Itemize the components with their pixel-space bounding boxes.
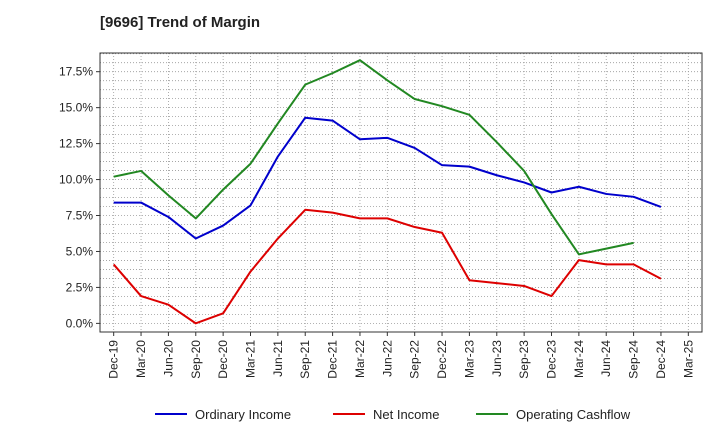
- x-tick-label: Dec-19: [107, 340, 121, 379]
- plot-area-border: [99, 52, 703, 333]
- x-tick-label: Mar-23: [462, 340, 476, 378]
- x-tick-label: Jun-24: [599, 340, 613, 377]
- x-tick-label: Dec-20: [216, 340, 230, 379]
- x-tick-label: Dec-21: [326, 340, 340, 379]
- x-tick-label: Mar-21: [244, 340, 258, 378]
- legend-label: Net Income: [373, 407, 439, 422]
- legend: Ordinary Income Net Income Operating Cashf…: [155, 407, 631, 422]
- series-line-ordinary-income: [113, 116, 662, 240]
- x-tick-label: Jun-20: [161, 340, 175, 377]
- x-tick-label: Mar-25: [681, 340, 695, 378]
- x-tick-label: Mar-20: [134, 340, 148, 378]
- y-tick-label: 2.5%: [66, 280, 94, 294]
- x-tick-label: Jun-22: [380, 340, 394, 377]
- series-line-operating-cashflow: [113, 59, 634, 256]
- y-tick-label: 12.5%: [59, 137, 93, 151]
- x-tick-label: Dec-22: [435, 340, 449, 379]
- series-line-net-income: [112, 208, 662, 325]
- y-tick-label: 17.5%: [59, 65, 93, 79]
- y-tick-label: 5.0%: [66, 244, 94, 258]
- x-tick-label: Sep-21: [298, 340, 312, 379]
- x-tick-label: Dec-23: [545, 340, 559, 379]
- x-tick-label: Jun-21: [271, 340, 285, 377]
- y-tick-label: 0.0%: [66, 316, 94, 330]
- x-tick-label: Mar-24: [572, 340, 586, 378]
- x-tick-label: Sep-20: [189, 340, 203, 379]
- x-tick-label: Dec-24: [654, 340, 668, 379]
- x-tick-label: Sep-24: [627, 340, 641, 379]
- grid-lines: [100, 53, 702, 332]
- legend-label: Operating Cashflow: [516, 407, 631, 422]
- x-tick-label: Jun-23: [490, 340, 504, 377]
- x-tick-label: Sep-22: [408, 340, 422, 379]
- y-tick-label: 15.0%: [59, 101, 93, 115]
- x-axis: Dec-19 Mar-20 Jun-20 Sep-20 Dec-20 Mar-21 Jun-…: [107, 332, 695, 379]
- y-tick-label: 7.5%: [66, 209, 94, 223]
- y-axis: 0.0% 2.5% 5.0% 7.5% 10.0% 12.5% 15.0% 17.5%: [59, 65, 100, 330]
- legend-label: Ordinary Income: [195, 407, 291, 422]
- x-tick-label: Mar-22: [353, 340, 367, 378]
- chart-title: [9696] Trend of Margin: [100, 14, 261, 31]
- series-lines: [112, 59, 662, 325]
- x-tick-label: Sep-23: [517, 340, 531, 379]
- y-tick-label: 10.0%: [59, 173, 93, 187]
